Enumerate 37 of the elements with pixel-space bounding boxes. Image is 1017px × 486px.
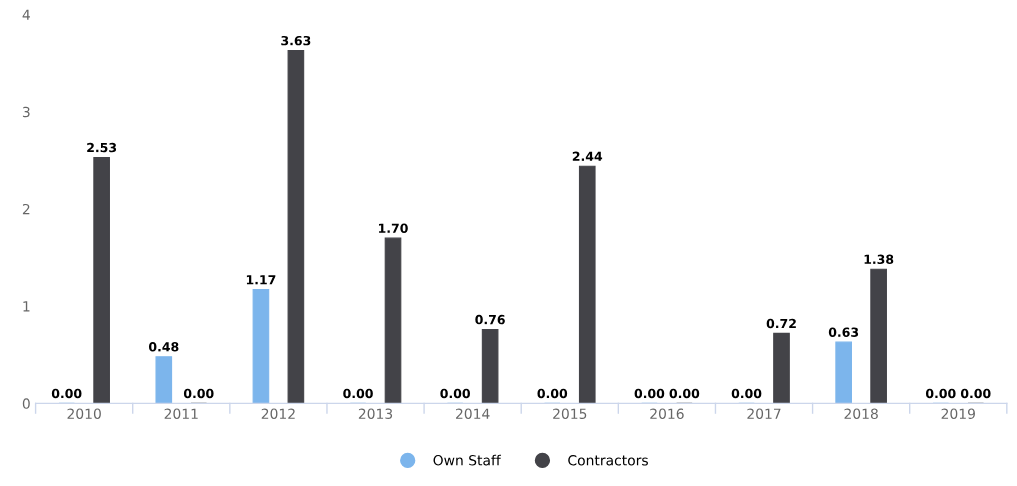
legend-label: Contractors: [568, 455, 648, 466]
data-label: 0.00: [960, 388, 991, 399]
x-tick-label: 2011: [164, 408, 198, 419]
data-label: 0.00: [537, 388, 568, 399]
data-label: 0.00: [731, 388, 762, 399]
x-tick-label: 2019: [941, 408, 975, 419]
data-label: 0.63: [828, 327, 859, 337]
y-tick-label: 3: [22, 106, 30, 118]
x-tick-label: 2014: [455, 408, 490, 419]
data-label: 0.72: [766, 318, 796, 329]
y-tick-label: 0: [22, 398, 30, 409]
data-label: 0.00: [51, 388, 82, 399]
data-label: 0.00: [925, 388, 956, 399]
data-label: 0.48: [148, 342, 179, 352]
x-tick-label: 2016: [650, 408, 684, 419]
data-label: 0.00: [669, 388, 700, 399]
x-tick-label: 2012: [261, 408, 295, 419]
data-label: 3.63: [281, 35, 311, 46]
data-label: 0.00: [343, 388, 373, 399]
data-label: 0.00: [634, 388, 665, 399]
x-tick-label: 2015: [553, 408, 587, 419]
data-label: 0.00: [440, 388, 470, 399]
x-tick-label: 2018: [844, 408, 878, 419]
data-label: 0.76: [475, 314, 505, 325]
data-label: 1.38: [864, 254, 894, 265]
data-label: 0.00: [183, 388, 214, 399]
data-label: 2.44: [572, 151, 603, 161]
legend-label: Own Staff: [433, 454, 502, 466]
x-tick-label: 2013: [358, 408, 393, 419]
data-label: 2.53: [87, 142, 117, 153]
data-label: 1.70: [379, 223, 408, 233]
x-tick-label: 2017: [747, 408, 781, 419]
data-label: 1.17: [246, 275, 276, 285]
y-tick-label: 2: [22, 203, 30, 215]
y-tick-label: 1: [23, 301, 30, 312]
y-tick-label: 4: [22, 9, 30, 20]
x-tick-label: 2010: [67, 408, 101, 419]
